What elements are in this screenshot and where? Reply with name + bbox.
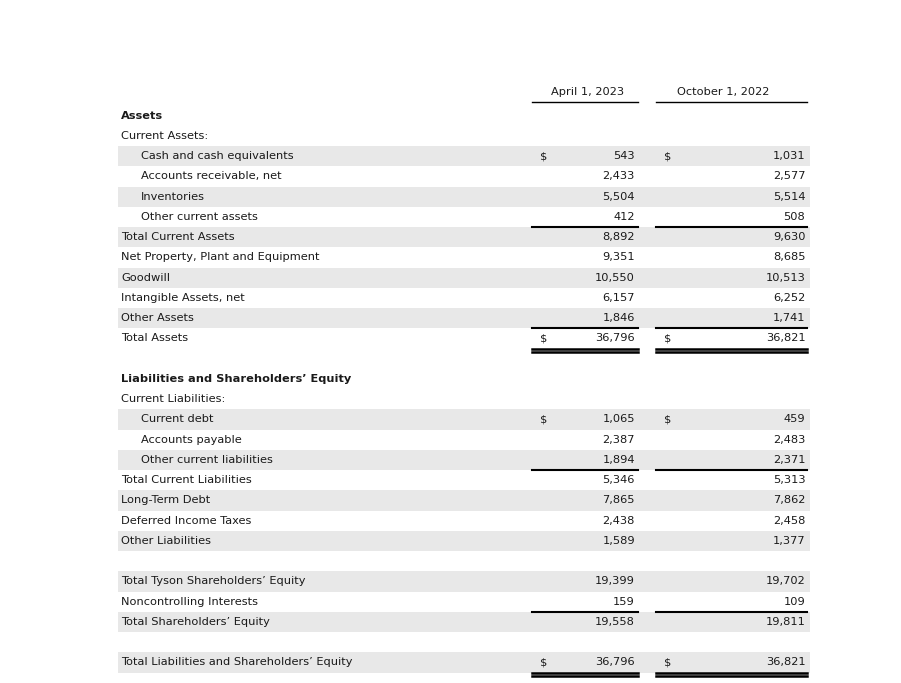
Text: Noncontrolling Interests: Noncontrolling Interests (121, 597, 258, 607)
Text: Accounts receivable, net: Accounts receivable, net (141, 171, 281, 182)
Text: 5,346: 5,346 (603, 475, 635, 485)
Text: Current Liabilities:: Current Liabilities: (121, 394, 225, 404)
Text: 2,483: 2,483 (773, 434, 805, 445)
Text: Intangible Assets, net: Intangible Assets, net (121, 293, 245, 303)
Text: 19,702: 19,702 (766, 576, 805, 587)
Text: 5,514: 5,514 (773, 192, 805, 201)
Text: 459: 459 (784, 415, 805, 424)
Text: 10,513: 10,513 (766, 273, 805, 283)
Text: Total Tyson Shareholders’ Equity: Total Tyson Shareholders’ Equity (121, 576, 305, 587)
Text: 1,377: 1,377 (773, 536, 805, 546)
Bar (118, 450, 809, 470)
Text: Other Assets: Other Assets (121, 313, 194, 323)
Text: Current Assets:: Current Assets: (121, 131, 208, 141)
Text: Long-Term Debt: Long-Term Debt (121, 495, 210, 505)
Text: 19,399: 19,399 (595, 576, 635, 587)
Bar (118, 612, 809, 632)
Text: 1,589: 1,589 (602, 536, 635, 546)
Text: 6,252: 6,252 (773, 293, 805, 303)
Text: 9,351: 9,351 (602, 253, 635, 262)
Text: Total Assets: Total Assets (121, 333, 188, 344)
Text: 2,433: 2,433 (603, 171, 635, 182)
Bar (118, 186, 809, 207)
Text: $: $ (540, 415, 547, 424)
Text: Accounts payable: Accounts payable (141, 434, 241, 445)
Bar (118, 490, 809, 511)
Text: Total Liabilities and Shareholders’ Equity: Total Liabilities and Shareholders’ Equi… (121, 658, 352, 667)
Text: 8,685: 8,685 (773, 253, 805, 262)
Text: 7,865: 7,865 (603, 495, 635, 505)
Text: 508: 508 (784, 212, 805, 222)
Bar (118, 531, 809, 551)
Text: 2,458: 2,458 (773, 516, 805, 526)
Text: Total Current Liabilities: Total Current Liabilities (121, 475, 251, 485)
Text: Total Current Assets: Total Current Assets (121, 232, 234, 242)
Text: October 1, 2022: October 1, 2022 (678, 87, 769, 97)
Text: Deferred Income Taxes: Deferred Income Taxes (121, 516, 251, 526)
Text: Net Property, Plant and Equipment: Net Property, Plant and Equipment (121, 253, 320, 262)
Text: 36,796: 36,796 (596, 333, 635, 344)
Text: 2,577: 2,577 (773, 171, 805, 182)
Text: 1,894: 1,894 (603, 455, 635, 465)
Text: 2,387: 2,387 (603, 434, 635, 445)
Text: $: $ (540, 333, 547, 344)
Bar (118, 146, 809, 167)
Text: 19,558: 19,558 (595, 617, 635, 627)
Text: $: $ (540, 151, 547, 161)
Text: Other Liabilities: Other Liabilities (121, 536, 211, 546)
Bar (118, 571, 809, 591)
Text: 5,313: 5,313 (773, 475, 805, 485)
Text: Assets: Assets (121, 111, 163, 121)
Bar (118, 409, 809, 430)
Text: Current debt: Current debt (141, 415, 213, 424)
Bar (118, 308, 809, 329)
Text: 1,031: 1,031 (773, 151, 805, 161)
Text: $: $ (664, 658, 671, 667)
Text: 36,821: 36,821 (766, 658, 805, 667)
Text: $: $ (664, 415, 671, 424)
Text: Other current assets: Other current assets (141, 212, 258, 222)
Text: $: $ (540, 658, 547, 667)
Text: 19,811: 19,811 (766, 617, 805, 627)
Text: 8,892: 8,892 (603, 232, 635, 242)
Text: 2,438: 2,438 (603, 516, 635, 526)
Text: 7,862: 7,862 (773, 495, 805, 505)
Text: Liabilities and Shareholders’ Equity: Liabilities and Shareholders’ Equity (121, 374, 351, 384)
Text: $: $ (664, 333, 671, 344)
Text: 2,371: 2,371 (773, 455, 805, 465)
Text: 5,504: 5,504 (603, 192, 635, 201)
Bar (118, 227, 809, 247)
Text: 412: 412 (614, 212, 635, 222)
Text: 543: 543 (614, 151, 635, 161)
Text: 109: 109 (784, 597, 805, 607)
Text: 10,550: 10,550 (595, 273, 635, 283)
Text: Cash and cash equivalents: Cash and cash equivalents (141, 151, 293, 161)
Text: 159: 159 (614, 597, 635, 607)
Text: 1,741: 1,741 (773, 313, 805, 323)
Bar (118, 268, 809, 288)
Text: 1,065: 1,065 (603, 415, 635, 424)
Text: Inventories: Inventories (141, 192, 205, 201)
Text: April 1, 2023: April 1, 2023 (551, 87, 624, 97)
Text: Total Shareholders’ Equity: Total Shareholders’ Equity (121, 617, 270, 627)
Text: 36,796: 36,796 (596, 658, 635, 667)
Text: 36,821: 36,821 (766, 333, 805, 344)
Text: 6,157: 6,157 (603, 293, 635, 303)
Text: 9,630: 9,630 (773, 232, 805, 242)
Text: Other current liabilities: Other current liabilities (141, 455, 272, 465)
Text: $: $ (664, 151, 671, 161)
Bar (118, 652, 809, 673)
Text: 1,846: 1,846 (603, 313, 635, 323)
Text: Goodwill: Goodwill (121, 273, 170, 283)
